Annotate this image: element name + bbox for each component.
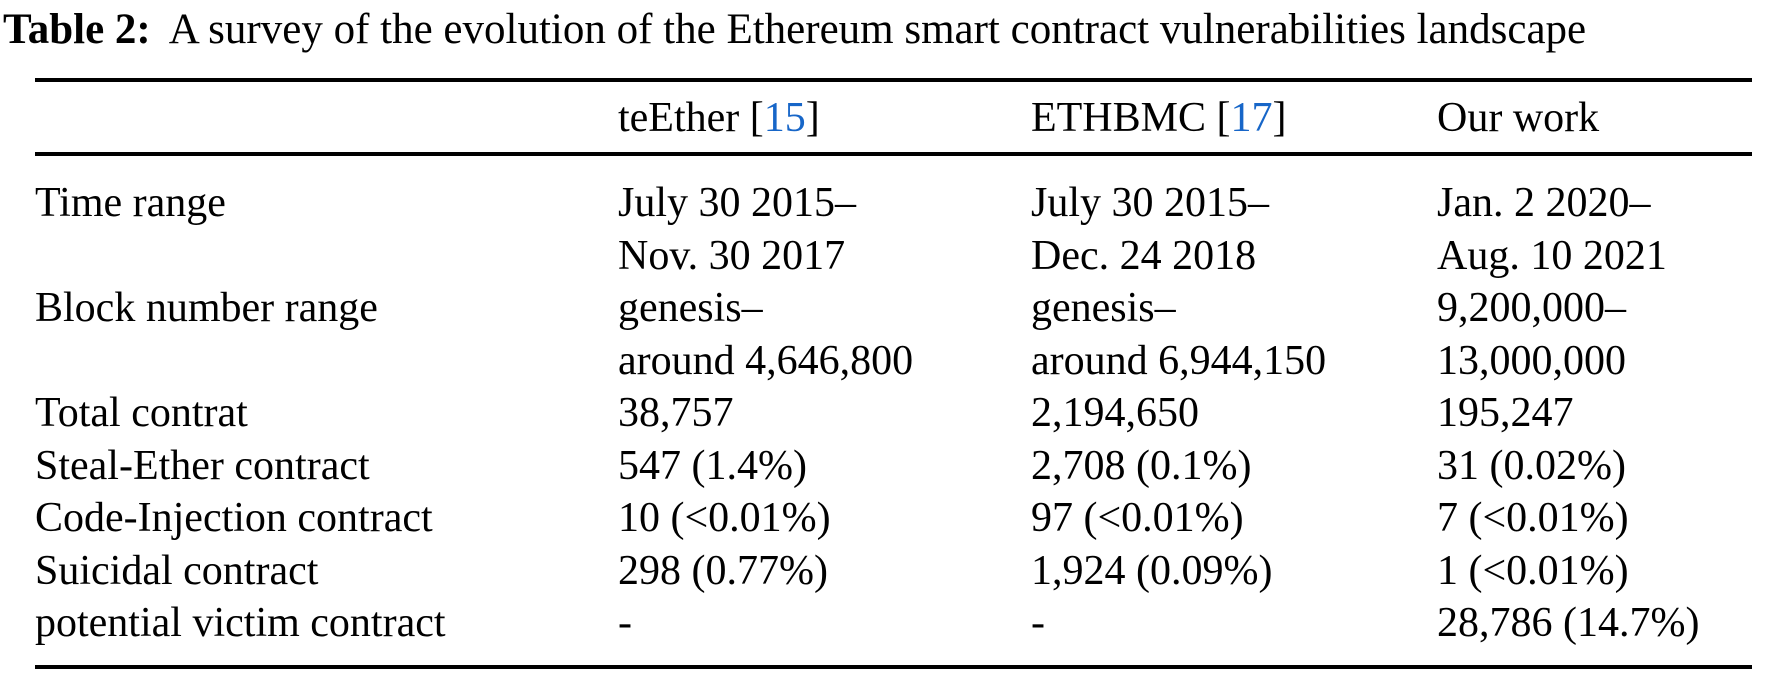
table-bottom-rule [35,664,1752,669]
table-row-potential-victim: potential victim contract - - 28,786 (14… [35,597,1752,650]
cell-teether: 298 (0.77%) [618,547,828,594]
table-row-suicidal: Suicidal contract 298 (0.77%) 1,924 (0.0… [35,545,1752,598]
cell-ethbmc: 97 (<0.01%) [1031,495,1244,541]
cell-ourwork: 7 (<0.01%) [1437,495,1629,541]
citation-link-17[interactable]: 17 [1230,95,1273,141]
row-label: Suicidal contract [35,547,319,594]
tool-name-ourwork: Our work [1437,95,1600,141]
cell-teether: July 30 2015– Nov. 30 2017 [618,180,857,279]
cell-ourwork: Jan. 2 2020– Aug. 10 2021 [1437,180,1667,279]
table-row-total-contract: Total contrat 38,757 2,194,650 195,247 [35,387,1752,440]
table-row-time-range: Time range July 30 2015– Nov. 30 2017 Ju… [35,177,1752,282]
cell-teether: 547 (1.4%) [618,442,807,489]
cell-teether: 10 (<0.01%) [618,495,831,541]
header-cell-ethbmc: ETHBMC [17] [1031,94,1437,142]
cell-teether: - [618,600,632,646]
row-label: Steal-Ether contract [35,442,370,489]
row-label: Total contrat [35,390,248,436]
cell-ethbmc: July 30 2015– Dec. 24 2018 [1031,180,1270,279]
cell-ourwork: 31 (0.02%) [1437,442,1626,489]
header-cell-ourwork: Our work [1437,94,1752,142]
citation-bracket-close: ] [1272,95,1287,141]
table-body: Time range July 30 2015– Nov. 30 2017 Ju… [35,156,1752,665]
table-top-rule [35,78,1752,82]
cell-teether: 38,757 [618,390,734,436]
cell-ourwork: 195,247 [1437,390,1574,436]
tool-name-ethbmc: ETHBMC [1031,95,1207,141]
citation-bracket-close: ] [805,95,820,141]
row-label: potential victim contract [35,600,446,646]
cell-ethbmc: - [1031,600,1045,646]
citation-link-15[interactable]: 15 [763,95,806,141]
cell-ethbmc: genesis– around 6,944,150 [1031,285,1327,384]
header-cell-teether: teEther [15] [618,94,1031,142]
cell-ourwork: 1 (<0.01%) [1437,547,1629,594]
table-caption-text: A survey of the evolution of the Ethereu… [168,6,1587,53]
table-header-row: teEther [15] ETHBMC [17] Our work [35,82,1752,152]
table-caption-number: Table 2: [3,6,151,53]
table-caption: Table 2: A survey of the evolution of the… [3,2,1787,58]
header-corner-cell [35,94,618,142]
table-row-code-injection: Code-Injection contract 10 (<0.01%) 97 (… [35,492,1752,545]
table-row-block-number-range: Block number range genesis– around 4,646… [35,282,1752,387]
table-row-steal-ether: Steal-Ether contract 547 (1.4%) 2,708 (0… [35,440,1752,493]
row-label: Code-Injection contract [35,495,433,541]
table-header-rule [35,152,1752,156]
citation-bracket-open: [ [739,95,764,141]
citation-bracket-open: [ [1206,95,1231,141]
cell-ethbmc: 2,194,650 [1031,390,1199,436]
cell-ethbmc: 1,924 (0.09%) [1031,547,1273,594]
cell-ethbmc: 2,708 (0.1%) [1031,442,1252,489]
cell-ourwork: 9,200,000– 13,000,000 [1437,285,1626,384]
tool-name-teether: teEther [618,95,740,141]
comparison-table: teEther [15] ETHBMC [17] Our work Time r… [35,78,1752,669]
cell-teether: genesis– around 4,646,800 [618,285,914,384]
row-label: Time range [35,180,226,226]
cell-ourwork: 28,786 (14.7%) [1437,600,1700,646]
row-label: Block number range [35,285,378,331]
